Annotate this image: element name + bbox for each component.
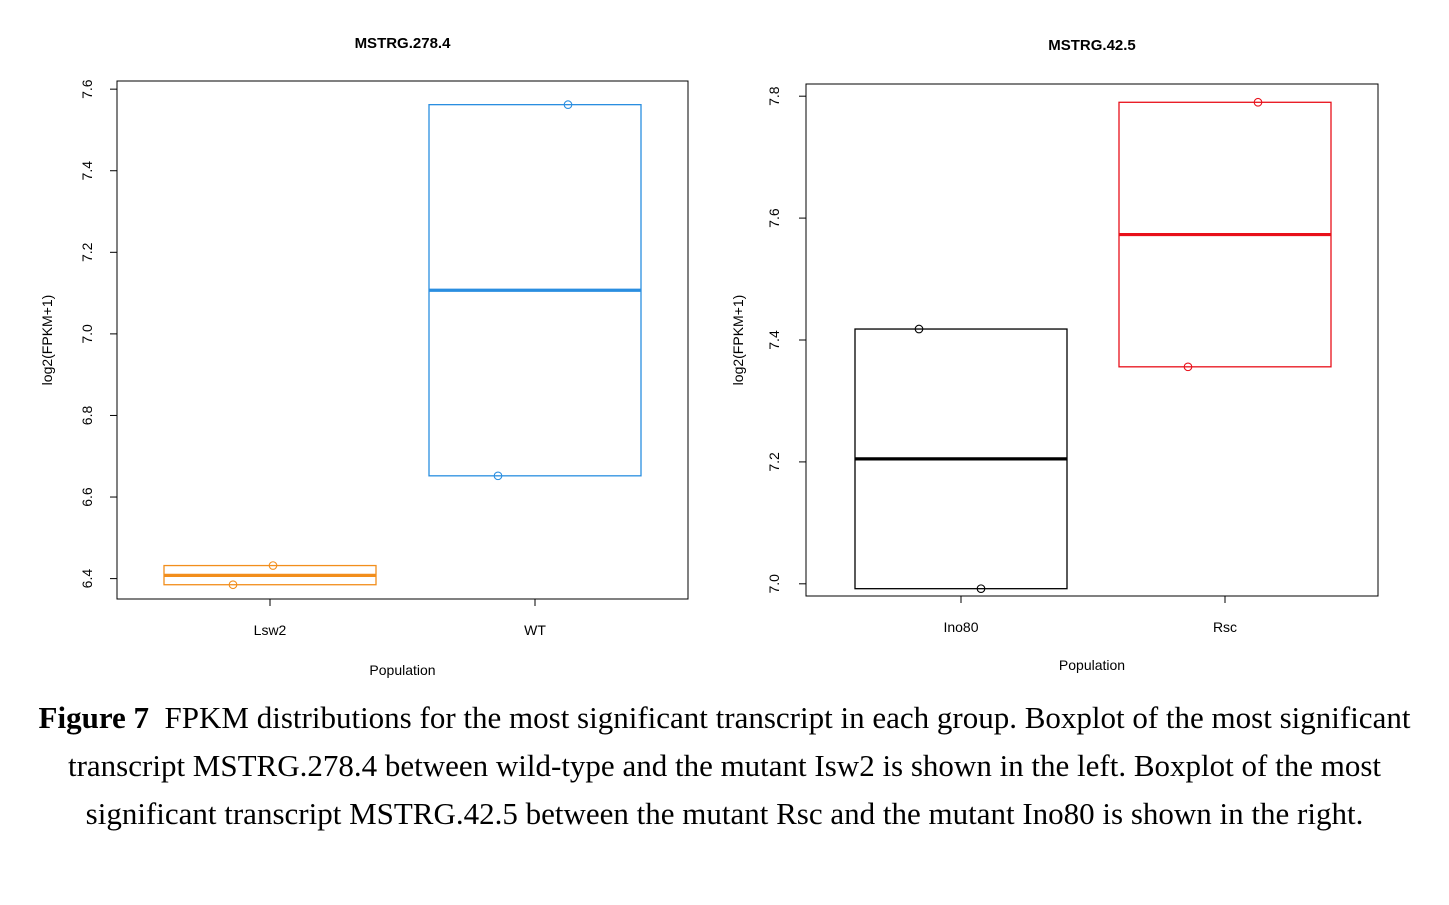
data-point xyxy=(976,584,986,594)
caption-text: FPKM distributions for the most signific… xyxy=(67,700,1411,831)
y-tick-label: 7.8 xyxy=(766,86,782,106)
box-Lsw2 xyxy=(163,561,377,590)
x-tick-label: Rsc xyxy=(1213,619,1237,635)
y-tick-label: 6.6 xyxy=(79,487,95,507)
data-point xyxy=(268,561,278,570)
y-tick-label: 7.0 xyxy=(79,324,95,344)
y-tick-label: 7.2 xyxy=(766,452,782,472)
plot-frame xyxy=(805,83,1379,597)
figure-caption: Figure 7 FPKM distributions for the most… xyxy=(10,694,1439,838)
box-WT xyxy=(428,100,642,481)
x-tick-label: Ino80 xyxy=(943,619,978,635)
y-tick-label: 7.4 xyxy=(766,330,782,350)
boxplot-figure: MSTRG.278.4 6.4 6.6 6.8 7.0 7.2 7.4 7.6 log2(FPK… xyxy=(39,35,1379,678)
x-axis-label: Population xyxy=(369,662,435,678)
plot-frame xyxy=(116,80,689,600)
data-point xyxy=(1183,362,1193,372)
chart-title: MSTRG.42.5 xyxy=(1048,37,1136,54)
y-tick-label: 7.4 xyxy=(79,161,95,181)
caption-label: Figure 7 xyxy=(38,700,150,735)
data-point xyxy=(228,580,238,590)
x-tick-label: Lsw2 xyxy=(254,622,287,638)
box-Rsc xyxy=(1118,97,1332,372)
x-tick-label: WT xyxy=(524,622,546,638)
y-tick-label: 7.0 xyxy=(766,574,782,594)
data-point xyxy=(493,471,503,481)
chart-title: MSTRG.278.4 xyxy=(355,35,452,52)
box-Ino80 xyxy=(854,324,1068,594)
data-point xyxy=(563,100,573,110)
y-tick-label: 6.8 xyxy=(79,406,95,426)
x-axis-label: Population xyxy=(1059,657,1125,673)
y-tick-label: 7.6 xyxy=(766,208,782,228)
y-tick-label: 7.6 xyxy=(79,79,95,99)
chart-panel-2: MSTRG.42.5 7.0 7.2 7.4 7.6 7.8 log2(FPKM+1) Ino… xyxy=(730,37,1379,673)
data-point xyxy=(1253,97,1263,107)
y-axis-label: log2(FPKM+1) xyxy=(39,295,55,386)
y-tick-label: 7.2 xyxy=(79,242,95,262)
chart-panel-1: MSTRG.278.4 6.4 6.6 6.8 7.0 7.2 7.4 7.6 log2(FPK… xyxy=(39,35,689,678)
data-point xyxy=(914,324,924,334)
y-tick-label: 6.4 xyxy=(79,569,95,589)
y-axis-label: log2(FPKM+1) xyxy=(730,295,746,386)
